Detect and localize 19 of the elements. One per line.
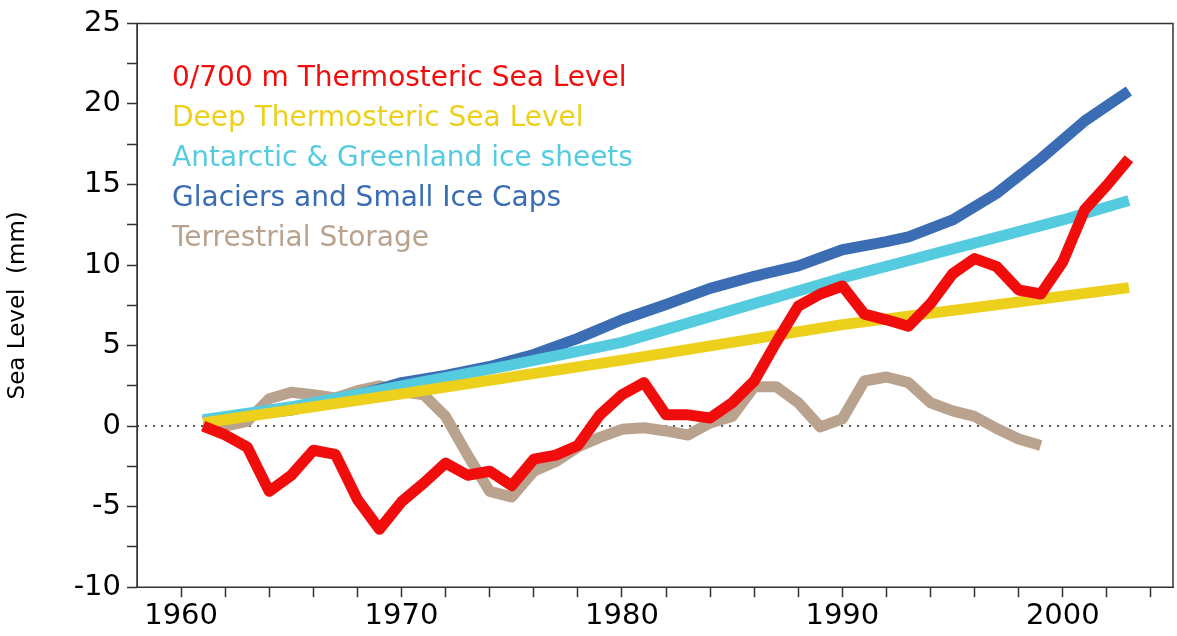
text: 0/700 m Thermosteric Sea Level: [172, 59, 627, 93]
y-tick-label: -5: [92, 487, 121, 522]
x-tick-label: 1960: [144, 597, 218, 632]
y-tick-label: 10: [84, 245, 121, 280]
y-tick-label: 20: [84, 84, 121, 119]
y-tick-label: 5: [102, 326, 121, 361]
y-tick-label: -10: [73, 567, 121, 602]
text: Antarctic & Greenland ice sheets: [172, 139, 633, 173]
y-tick-label: 0: [102, 406, 121, 441]
y-tick-label: 25: [84, 3, 121, 38]
y-axis-title: Sea Level (mm): [2, 211, 29, 400]
x-tick-label: 2000: [1025, 597, 1100, 632]
text: Glaciers and Small Ice Caps: [172, 179, 562, 213]
x-tick-label: 1990: [805, 597, 880, 632]
y-tick-label: 15: [84, 165, 121, 200]
text: Terrestrial Storage: [171, 219, 429, 253]
x-tick-label: 1970: [364, 597, 439, 632]
x-tick-label: 1980: [585, 597, 659, 632]
text: Deep Thermosteric Sea Level: [172, 99, 584, 133]
